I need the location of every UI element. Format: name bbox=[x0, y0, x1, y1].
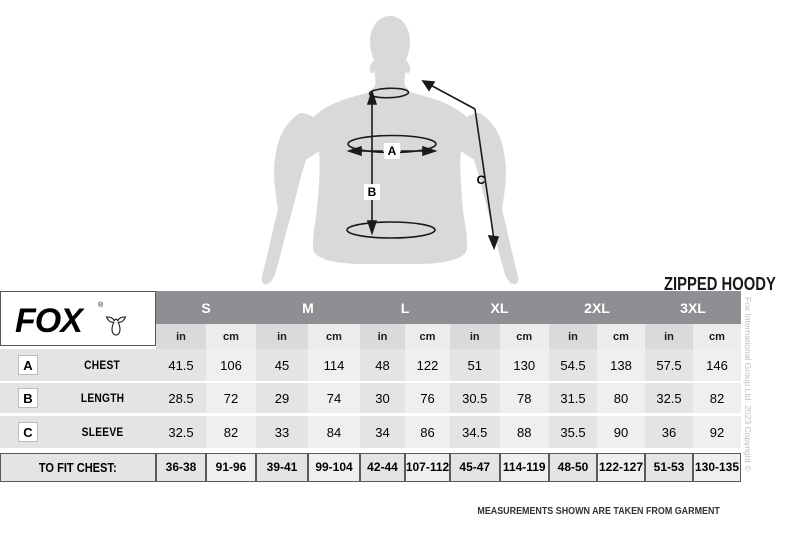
svg-text:C: C bbox=[477, 173, 486, 187]
svg-text:A: A bbox=[388, 144, 397, 158]
svg-text:B: B bbox=[368, 185, 377, 199]
